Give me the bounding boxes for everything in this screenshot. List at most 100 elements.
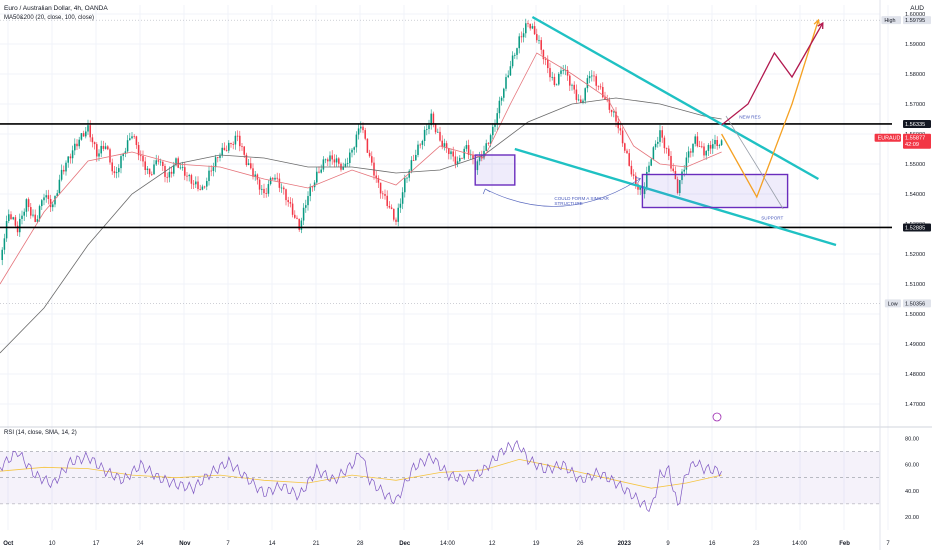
candle-body <box>56 193 58 197</box>
candle-body <box>16 225 19 233</box>
time-tick-label: 21 <box>313 541 320 547</box>
candle-body <box>313 182 316 188</box>
candle-body <box>703 146 705 156</box>
candle-body <box>27 199 30 208</box>
candle-body <box>659 130 661 142</box>
price-badge-bg <box>903 119 931 128</box>
low-badge-value: 1.50356 <box>905 301 925 307</box>
candle-body <box>423 129 426 141</box>
time-tick-label: 10 <box>49 541 56 547</box>
candle-body <box>404 178 406 193</box>
candle-body <box>408 170 410 178</box>
current-price-badge-sub: 42:09 <box>905 142 919 148</box>
candle-body <box>520 36 523 38</box>
time-tick-label: Feb <box>839 541 850 547</box>
candle-body <box>115 172 118 174</box>
candle-body <box>102 145 105 149</box>
candle-body <box>179 167 182 169</box>
price-tick-label: 1.49000 <box>905 342 925 348</box>
price-tick-label: 1.54000 <box>905 192 925 198</box>
price-tick-label: 1.48000 <box>905 372 925 378</box>
candle-body <box>558 73 560 85</box>
candle-body <box>450 151 452 155</box>
candle-body <box>351 149 353 153</box>
candle-body <box>375 175 377 178</box>
candle-body <box>140 155 142 157</box>
candle-body <box>379 182 382 194</box>
candle-body <box>287 200 289 203</box>
candle-body <box>318 171 320 173</box>
candle-body <box>261 188 263 190</box>
projection-orange <box>721 19 820 199</box>
candle-body <box>562 70 564 72</box>
candle-body <box>472 154 474 159</box>
time-tick-label: 9 <box>666 541 670 547</box>
time-tick-label: 14:00 <box>440 541 456 547</box>
candle-body <box>236 135 239 137</box>
candle-body <box>203 186 206 188</box>
candle-body <box>329 155 331 162</box>
candle-body <box>159 161 162 163</box>
candle-body <box>113 171 116 174</box>
candle-body <box>690 151 692 153</box>
candle-body <box>296 217 298 219</box>
candle-body <box>69 156 72 159</box>
candle-body <box>571 84 573 86</box>
candle-body <box>157 160 160 162</box>
candle-body <box>527 23 529 25</box>
candle-body <box>720 140 723 146</box>
candle-body <box>146 168 149 171</box>
annotation-support: SUPPORT <box>761 216 783 221</box>
price-tick-label: 1.59000 <box>905 42 925 48</box>
candle-body <box>428 125 430 130</box>
candle-body <box>476 161 479 171</box>
candle-body <box>258 179 261 190</box>
candle-body <box>382 193 384 195</box>
candle-body <box>309 186 311 197</box>
candle-body <box>540 40 542 50</box>
candle-body <box>43 197 45 201</box>
candle-body <box>67 156 69 163</box>
time-tick-label: 28 <box>357 541 364 547</box>
candle-body <box>8 214 10 222</box>
candle-body <box>177 158 179 168</box>
candle-body <box>241 146 243 147</box>
candle-body <box>452 151 454 157</box>
price-tick-label: 1.58000 <box>905 72 925 78</box>
candle-body <box>509 66 512 76</box>
candle-body <box>239 135 241 147</box>
candle-body <box>390 207 393 209</box>
candle-body <box>426 129 428 130</box>
candle-body <box>417 144 419 155</box>
candle-body <box>3 238 6 250</box>
candle-body <box>386 195 388 206</box>
candle-body <box>463 148 465 159</box>
high-badge-bg <box>903 16 931 25</box>
rsi-signal-line <box>0 458 722 489</box>
candle-body <box>208 170 210 182</box>
candle-body <box>621 130 624 144</box>
candle-body <box>668 148 670 156</box>
candle-body <box>131 136 133 139</box>
candle-body <box>225 150 228 151</box>
candle-body <box>307 196 309 206</box>
candle-body <box>280 187 283 189</box>
candle-body <box>575 89 578 100</box>
price-tick-label: 1.57000 <box>905 102 925 108</box>
rsi-tick-label: 20.00 <box>905 515 919 521</box>
candle-body <box>76 143 78 147</box>
candle-body <box>500 97 503 101</box>
candle-body <box>49 199 52 208</box>
candle-body <box>93 142 96 145</box>
candle-body <box>657 141 659 144</box>
candle-body <box>142 155 144 162</box>
candle-body <box>646 171 648 188</box>
candle-body <box>681 171 683 181</box>
candle-body <box>441 140 443 147</box>
candle-body <box>52 204 54 208</box>
candle-body <box>186 175 188 177</box>
candle-body <box>10 214 12 220</box>
candle-body <box>547 59 549 69</box>
